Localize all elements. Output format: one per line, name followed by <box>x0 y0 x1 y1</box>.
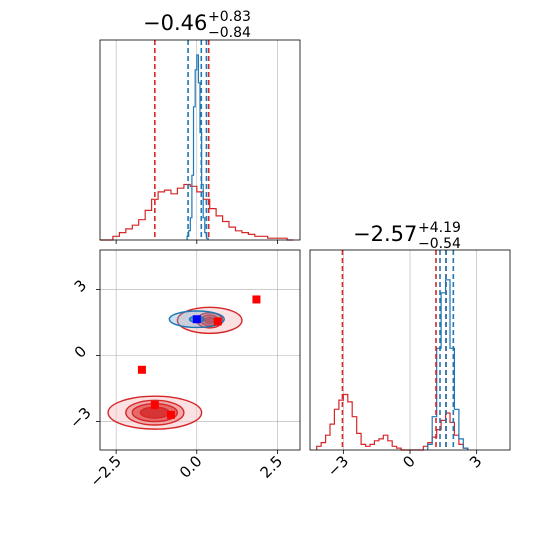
quantile-lines <box>341 250 455 450</box>
histogram-series <box>100 54 294 241</box>
x-tick-label: −3 <box>324 452 352 480</box>
panel-top-left: −0.46 +0.83 −0.84 <box>99 9 301 244</box>
histogram-series-blue <box>427 279 469 450</box>
x-tick-label: −2.5 <box>86 452 124 490</box>
title-lower: −0.84 <box>208 25 251 41</box>
marker-marker_red <box>137 365 146 374</box>
title-lower: −0.54 <box>418 236 461 252</box>
histogram-series-red <box>100 183 294 241</box>
contour-regions <box>107 306 243 430</box>
marker-marker_red <box>166 410 175 419</box>
y-tick-label: 0 <box>71 342 90 361</box>
y-tick-label: 3 <box>71 276 90 295</box>
axis-ticks: −3 0 3 <box>324 450 485 480</box>
marker-marker_red <box>150 400 159 409</box>
marker-marker_red <box>213 317 222 326</box>
panel-title-tl: −0.46 <box>143 11 207 35</box>
grid-lines <box>115 40 278 244</box>
title-value: −0.46 <box>143 11 207 35</box>
grid-lines <box>343 250 477 450</box>
title-value: −2.57 <box>353 222 417 246</box>
x-tick-label: 2.5 <box>257 452 287 482</box>
x-tick-label: 0 <box>399 452 418 471</box>
title-upper: +4.19 <box>418 220 461 236</box>
histogram-series-blue <box>186 54 209 240</box>
axes-frame <box>99 39 301 241</box>
axis-ticks: −2.5 0.0 2.5 −3 0 3 <box>66 276 286 490</box>
panel-bottom-right: −3 0 3 −2.57 +4.19 −0.54 <box>309 220 511 480</box>
x-tick-label: 3 <box>466 452 485 471</box>
y-tick-label: −3 <box>66 404 94 432</box>
panel-title-br: −2.57 <box>353 222 417 246</box>
panel-bottom-left: −2.5 0.0 2.5 −3 0 3 <box>66 249 301 491</box>
histogram-series <box>316 279 469 451</box>
x-tick-label: 0.0 <box>176 452 206 482</box>
axes-frame <box>99 249 301 451</box>
quantile-lines <box>154 40 210 240</box>
histogram-series-red <box>316 393 469 451</box>
marker-points <box>137 295 261 419</box>
title-upper: +0.83 <box>208 9 251 25</box>
marker-marker_blue <box>192 315 201 324</box>
marker-marker_red <box>252 295 261 304</box>
